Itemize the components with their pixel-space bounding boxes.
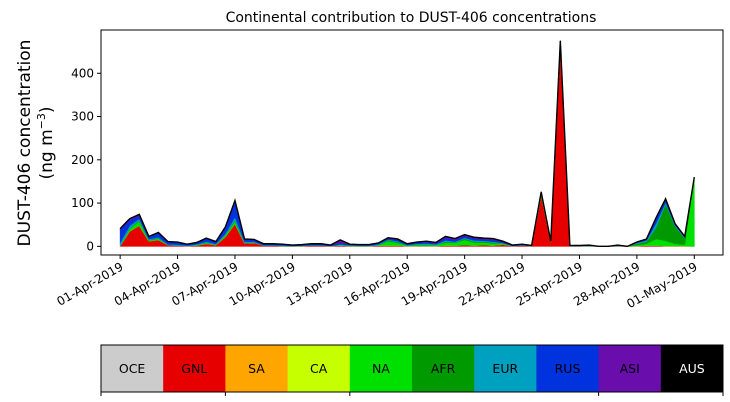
legend-item-gnl: GNL: [163, 345, 226, 392]
legend-label: NA: [372, 361, 390, 376]
legend-label: CA: [310, 361, 328, 376]
plot-frame: [100, 29, 724, 256]
area-asi: [119, 40, 695, 247]
y-tick: 200: [71, 153, 101, 167]
legend-swatch: [412, 345, 475, 392]
area-ca: [119, 45, 695, 247]
y-tick-label: 0: [86, 239, 94, 253]
x-axis: 01-Apr-201904-Apr-201907-Apr-201910-Apr-…: [54, 255, 700, 311]
legend-swatch: [660, 345, 724, 392]
legend-item-rus: RUS: [536, 345, 600, 392]
legend-label: RUS: [555, 361, 581, 376]
y-tick: 300: [71, 110, 101, 124]
area-eur: [119, 42, 695, 247]
y-axis: 0 100 200 300 400: [71, 66, 101, 253]
y-tick: 0: [86, 239, 101, 253]
legend-item-aus: AUS: [660, 345, 724, 392]
legend-swatch: [225, 345, 289, 392]
y-axis-label-line2: (ng m−3): [35, 106, 57, 179]
legend-item-afr: AFR: [412, 345, 475, 392]
area-rus: [119, 41, 695, 247]
y-axis-label-line1: DUST-406 concentration: [15, 40, 35, 247]
area-aus: [119, 40, 695, 247]
legend-item-eur: EUR: [474, 345, 537, 392]
legend-swatch: [349, 345, 413, 392]
stacked-areas: [119, 40, 695, 248]
area-na: [119, 44, 695, 247]
legend-item-na: NA: [349, 345, 413, 392]
total-outline: [119, 40, 695, 248]
y-tick-label: 300: [71, 110, 94, 124]
legend-swatch: [536, 345, 600, 392]
legend-item-ca: CA: [287, 345, 351, 392]
legend-item-sa: SA: [225, 345, 289, 392]
legend-label: SA: [248, 361, 265, 376]
y-axis-label: DUST-406 concentration (ng m−3): [15, 40, 57, 247]
chart-title: Continental contribution to DUST-406 con…: [226, 10, 597, 26]
legend-label: AUS: [679, 361, 705, 376]
legend-swatch: [101, 345, 164, 392]
legend-item-asi: ASI: [598, 345, 662, 392]
area-sa: [119, 45, 695, 247]
area-gnl: [119, 45, 695, 247]
legend-label: GNL: [181, 361, 207, 376]
y-tick-label: 100: [71, 196, 94, 210]
legend-label: AFR: [431, 361, 456, 376]
y-tick-label: 400: [71, 66, 94, 80]
legend-swatch: [474, 345, 537, 392]
legend-label: ASI: [620, 361, 640, 376]
legend-label: OCE: [119, 361, 146, 376]
legend-item-oce: OCE: [101, 345, 164, 392]
legend-label: EUR: [492, 361, 518, 376]
area-afr: [119, 43, 695, 247]
y-tick-label: 200: [71, 153, 94, 167]
legend-swatch: [287, 345, 351, 392]
y-tick: 100: [71, 196, 101, 210]
y-tick: 400: [71, 66, 101, 80]
legend: OCE GNL SA CA NA AFR EUR RUS ASI AUS: [100, 344, 724, 396]
legend-swatch: [598, 345, 662, 392]
legend-frame: [100, 344, 724, 393]
legend-swatch: [163, 345, 226, 392]
